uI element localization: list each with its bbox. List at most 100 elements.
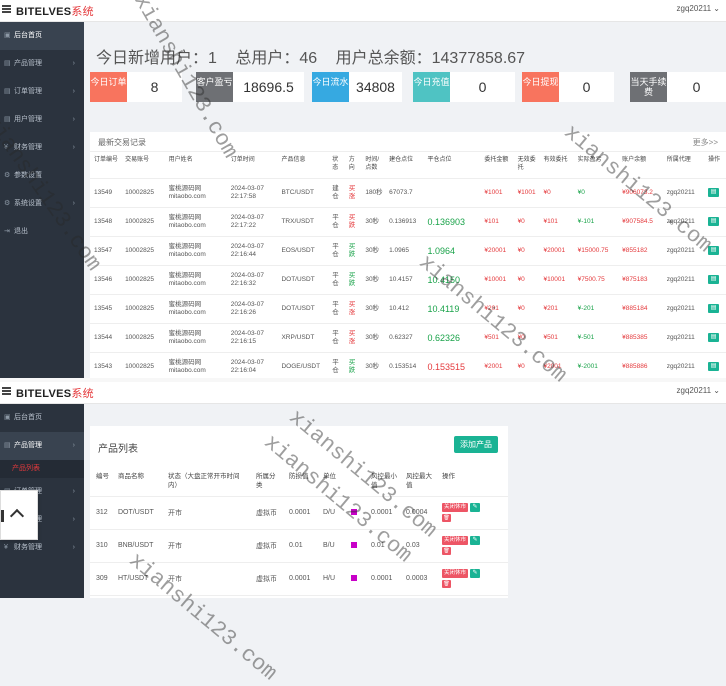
sidebar-item[interactable]: ▤ 产品管理 ›: [0, 50, 84, 78]
menu-icon[interactable]: [2, 387, 11, 395]
stat-card: 今日提现 0: [522, 72, 614, 102]
order-clock: 22:16:26: [230, 308, 257, 316]
user-menu[interactable]: zgq20211 ⌄: [676, 4, 720, 13]
sidebar-item[interactable]: ▣ 后台首页: [0, 22, 84, 50]
column-header: 时间/点数: [361, 154, 386, 179]
user-name-line1: 蜜桃源码网: [168, 329, 202, 337]
sidebar-item[interactable]: ▤用户管理 ›: [0, 106, 84, 134]
sidebar-item[interactable]: ¥ 财务管理 ›: [0, 134, 84, 162]
column-header: 产品信息: [277, 154, 329, 179]
detail-icon[interactable]: ▤: [708, 217, 720, 226]
chevron-right-icon: ›: [72, 544, 75, 551]
edit-icon[interactable]: ✎: [470, 536, 481, 545]
product-unit: B/U: [317, 529, 345, 563]
sidebar-item-label: 系统设置: [14, 200, 42, 207]
product-actions: 关闭休市 ✎ 🗑: [436, 496, 508, 530]
amount: ¥501: [480, 323, 514, 353]
column-header: 操作: [436, 470, 508, 497]
product-min: 0.0001: [365, 496, 400, 530]
product-min: 0.01: [365, 529, 400, 563]
detail-icon[interactable]: ▤: [708, 333, 720, 342]
stat-card: 客户盈亏 18696.5: [196, 72, 304, 102]
user-name-line2: mitaobo.com: [168, 192, 206, 200]
product-category: 虚拟币: [250, 562, 283, 596]
order-id: 13544: [90, 323, 122, 353]
sidebar-item-icon: ▣: [4, 414, 11, 421]
close-market-button[interactable]: 关闭休市: [442, 536, 469, 545]
product-screen: BITELVES系统 zgq20211 ⌄ ▣后台首页▤产品管理›产品列表▤订单…: [0, 382, 726, 598]
order-id: 13548: [90, 207, 122, 237]
column-header: 状态: [328, 154, 345, 179]
amount: ¥101: [480, 207, 514, 237]
product: DOT/USDT: [277, 294, 329, 324]
column-header: 订单时间: [226, 154, 278, 179]
chevron-right-icon: ›: [72, 144, 75, 151]
account: 10002825: [121, 265, 165, 295]
table-row: 13549 10002825 蜜桃源码网 mitaobo.com 2024-03-07 2…: [90, 178, 726, 208]
order-date: 2024-03-07: [230, 358, 264, 366]
product-status: 开市: [162, 496, 250, 530]
column-header: 用户姓名: [164, 154, 227, 179]
add-product-button[interactable]: 添加产品: [454, 436, 498, 453]
sidebar-item-icon: ▤: [4, 60, 11, 67]
user-name-line2: mitaobo.com: [168, 250, 206, 258]
product-loss: 0.01: [283, 529, 317, 563]
trash-icon[interactable]: 🗑: [442, 547, 451, 555]
column-header: 有效委托: [539, 154, 574, 179]
sidebar-item-label: 产品管理: [14, 442, 42, 449]
invalid-amount: ¥0: [513, 323, 540, 353]
scroll-top-button[interactable]: [0, 490, 38, 540]
sidebar-item[interactable]: ⚙ 参数设置: [0, 162, 84, 190]
sidebar-item-icon: ¥: [4, 544, 8, 551]
sidebar-item-label: 后台首页: [14, 414, 42, 421]
detail-icon[interactable]: ▤: [708, 188, 720, 197]
duration: 180秒: [361, 178, 386, 208]
direction: 买跌: [344, 352, 362, 378]
trash-icon[interactable]: 🗑: [442, 514, 451, 522]
account: 10002825: [121, 323, 165, 353]
sidebar-item[interactable]: ⚙ 系统设置 ›: [0, 190, 84, 218]
table-row: 312 DOT/USDT 开市 虚拟币 0.0001 D/U 0.0001 0.0004 关闭休…: [90, 496, 508, 530]
color-swatch: [351, 574, 357, 581]
column-header: 账户余额: [618, 154, 663, 179]
close-market-button[interactable]: 关闭休市: [442, 569, 469, 578]
product: DOGE/USDT: [277, 352, 329, 378]
detail-icon[interactable]: ▤: [708, 275, 720, 284]
close-market-button[interactable]: 关闭休市: [442, 503, 469, 512]
close-price: 1.0964: [423, 236, 481, 266]
sidebar-item[interactable]: ▣ 后台首页: [0, 404, 84, 432]
product-id: 310: [90, 529, 112, 563]
trash-icon[interactable]: 🗑: [442, 580, 451, 588]
edit-icon[interactable]: ✎: [470, 569, 481, 578]
open-price: 0.153514: [385, 352, 424, 378]
menu-icon[interactable]: [2, 5, 11, 13]
product: BTC/USDT: [277, 178, 329, 208]
sidebar-subitem[interactable]: 产品列表: [0, 460, 84, 478]
sidebar-item[interactable]: ▤订单管理 ›: [0, 78, 84, 106]
duration: 30秒: [361, 236, 386, 266]
detail-icon[interactable]: ▤: [708, 246, 720, 255]
sidebar-item[interactable]: ¥ 财务管理 ›: [0, 534, 84, 562]
chevron-right-icon: ›: [72, 88, 75, 95]
product-max: 0.0004: [400, 496, 436, 530]
agent: zgq20211: [662, 236, 705, 266]
orders-panel: 最新交易记录 更多>> 订单编号 交易账号 用户姓名 订单时间 产品信息 状态 方向 时间/点…: [90, 132, 726, 378]
product-actions: 关闭休市 ✎ 🗑: [436, 562, 508, 596]
order-time: 2024-03-07 22:16:04: [226, 352, 278, 378]
detail-icon[interactable]: ▤: [708, 362, 720, 371]
product-color: [345, 529, 365, 563]
edit-icon[interactable]: ✎: [470, 503, 481, 512]
open-price: 0.136913: [385, 207, 424, 237]
user-menu[interactable]: zgq20211 ⌄: [676, 386, 720, 395]
operation: ▤: [704, 294, 726, 324]
close-price: 0.153515: [423, 352, 481, 378]
sidebar-item[interactable]: ⇥ 退出: [0, 218, 84, 246]
valid-amount: ¥20001: [539, 236, 574, 266]
user-name: 蜜桃源码网 mitaobo.com: [164, 236, 227, 266]
more-link[interactable]: 更多>>: [692, 138, 718, 147]
sidebar-item[interactable]: ▤ 产品管理 ›: [0, 432, 84, 460]
detail-icon[interactable]: ▤: [708, 304, 720, 313]
direction: 买涨: [344, 178, 362, 208]
chevron-right-icon: ›: [72, 516, 75, 523]
dashboard-screen: BITELVES系统 zgq20211 ⌄ ▣ 后台首页 ▤ 产品管理 › ▤ 订单管理 › ▤…: [0, 0, 726, 378]
